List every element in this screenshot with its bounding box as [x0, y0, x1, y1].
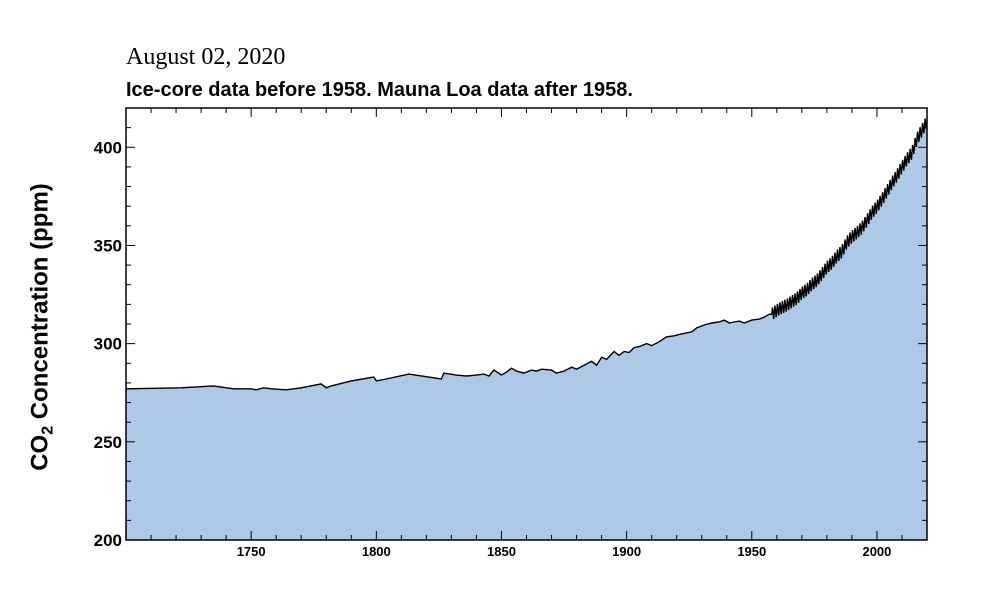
- x-tick-label: 1800: [362, 544, 391, 559]
- y-tick-label: 350: [94, 236, 122, 255]
- date-heading: August 02, 2020: [126, 44, 286, 70]
- co2-area-fill: [126, 118, 927, 540]
- plot-area: [125, 118, 928, 540]
- chart-subtitle: Ice-core data before 1958. Mauna Loa dat…: [126, 79, 633, 101]
- x-tick-label: 1850: [487, 544, 516, 559]
- x-tick-label: 1950: [737, 544, 766, 559]
- y-tick-label: 250: [94, 433, 122, 452]
- x-tick-label: 2000: [862, 544, 891, 559]
- axes: 1750 1800 1850 1900 1950 2000 200 250 300 350 400: [94, 107, 928, 559]
- y-tick-label: 200: [94, 531, 122, 550]
- x-tick-label: 1750: [237, 544, 266, 559]
- co2-series-line: [125, 118, 928, 391]
- x-tick-label: 1900: [612, 544, 641, 559]
- y-tick-label: 300: [94, 335, 122, 354]
- y-tick-label: 400: [94, 138, 122, 157]
